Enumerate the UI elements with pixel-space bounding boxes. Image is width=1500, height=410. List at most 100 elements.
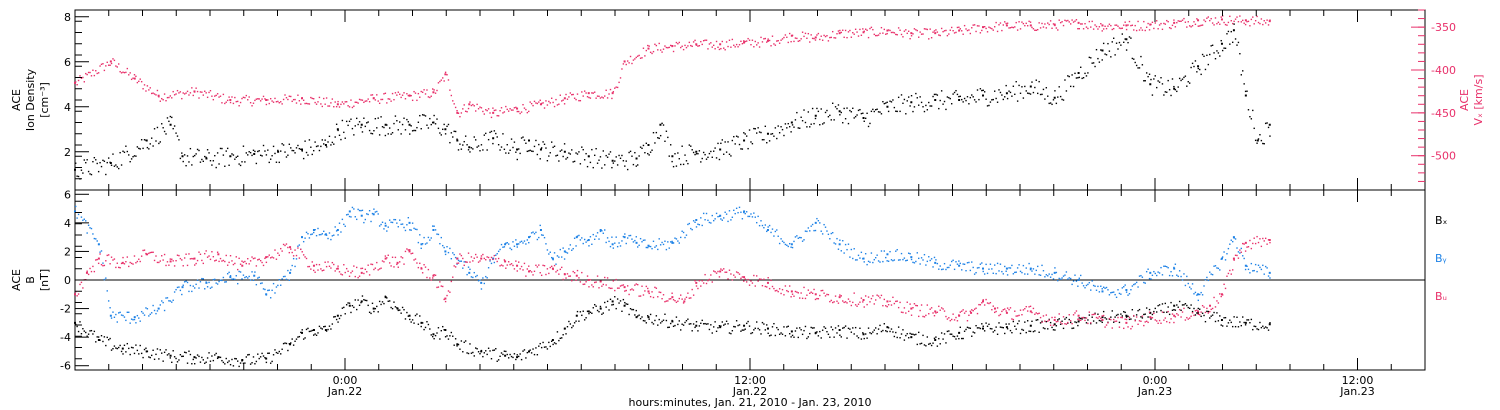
scatter-dot — [440, 330, 442, 332]
top-right-axis-label-line1: ACE — [1458, 89, 1471, 111]
scatter-dot — [592, 233, 594, 236]
scatter-dot — [320, 233, 322, 236]
scatter-dot — [753, 127, 755, 130]
scatter-dot — [399, 219, 401, 221]
scatter-dot — [396, 120, 398, 122]
scatter-dot — [99, 253, 101, 255]
scatter-dot — [684, 236, 686, 239]
scatter-dot — [571, 149, 573, 151]
scatter-dot — [555, 98, 557, 101]
scatter-dot — [340, 231, 342, 233]
scatter-dot — [733, 209, 735, 212]
scatter-dot — [857, 109, 860, 112]
scatter-dot — [768, 140, 771, 142]
scatter-dot — [360, 126, 362, 129]
scatter-dot — [971, 261, 973, 263]
data-point — [623, 286, 626, 289]
scatter-dot — [561, 266, 563, 269]
scatter-dot — [390, 100, 392, 102]
scatter-dot — [1085, 317, 1088, 319]
scatter-dot — [1193, 65, 1195, 68]
scatter-dot — [824, 35, 827, 38]
scatter-dot — [1029, 305, 1032, 308]
scatter-dot — [880, 330, 883, 333]
scatter-dot — [1074, 20, 1076, 22]
scatter-dot — [915, 304, 917, 307]
scatter-dot — [867, 327, 870, 329]
scatter-dot — [437, 327, 440, 329]
scatter-dot — [77, 213, 80, 216]
scatter-dot — [469, 261, 471, 263]
scatter-dot — [396, 307, 398, 309]
scatter-dot — [1257, 264, 1260, 266]
scatter-dot — [796, 37, 798, 40]
scatter-dot — [87, 170, 90, 173]
scatter-dot — [540, 346, 543, 349]
scatter-dot — [1009, 91, 1012, 94]
scatter-dot — [743, 329, 745, 331]
scatter-dot — [826, 330, 828, 333]
scatter-dot — [417, 266, 420, 269]
scatter-dot — [809, 126, 811, 128]
scatter-dot — [667, 300, 669, 302]
scatter-dot — [745, 211, 748, 213]
scatter-dot — [1244, 23, 1247, 26]
scatter-dot — [399, 93, 401, 95]
data-point — [958, 264, 961, 267]
scatter-dot — [175, 357, 177, 360]
scatter-dot — [343, 103, 345, 105]
scatter-dot — [86, 73, 88, 76]
scatter-dot — [103, 160, 106, 162]
scatter-dot — [161, 97, 163, 100]
scatter-dot — [604, 95, 606, 97]
scatter-dot — [351, 304, 354, 307]
scatter-dot — [1131, 24, 1134, 26]
scatter-dot — [248, 263, 250, 265]
scatter-dot — [1008, 90, 1010, 92]
scatter-dot — [377, 311, 379, 313]
scatter-dot — [522, 350, 524, 352]
scatter-dot — [1196, 309, 1198, 311]
scatter-dot — [786, 244, 788, 246]
scatter-dot — [371, 133, 374, 135]
scatter-dot — [1256, 15, 1258, 18]
scatter-dot — [1123, 310, 1125, 313]
scatter-dot — [1173, 85, 1175, 88]
scatter-dot — [175, 288, 177, 291]
scatter-dot — [143, 84, 146, 86]
scatter-dot — [391, 307, 394, 310]
scatter-dot — [539, 224, 541, 227]
data-point — [97, 257, 100, 260]
scatter-dot — [892, 31, 894, 34]
scatter-dot — [1090, 289, 1092, 291]
scatter-dot — [463, 341, 465, 344]
scatter-dot — [979, 304, 982, 306]
scatter-dot — [539, 272, 541, 274]
scatter-dot — [621, 284, 623, 287]
scatter-dot — [879, 32, 881, 35]
scatter-dot — [619, 77, 622, 79]
scatter-dot — [135, 75, 137, 78]
scatter-dot — [711, 214, 713, 217]
scatter-dot — [885, 33, 887, 35]
scatter-dot — [96, 336, 98, 338]
scatter-dot — [1154, 75, 1156, 77]
scatter-dot — [981, 29, 983, 32]
scatter-dot — [1252, 16, 1254, 18]
scatter-dot — [773, 235, 775, 237]
scatter-dot — [1029, 21, 1032, 23]
scatter-dot — [476, 348, 478, 350]
scatter-dot — [287, 154, 289, 156]
scatter-dot — [604, 301, 606, 304]
scatter-dot — [1124, 318, 1126, 320]
scatter-dot — [426, 276, 428, 279]
scatter-dot — [1112, 37, 1115, 39]
scatter-dot — [1005, 323, 1007, 325]
scatter-dot — [1161, 274, 1164, 276]
scatter-dot — [680, 329, 682, 331]
scatter-dot — [1226, 33, 1228, 35]
scatter-dot — [877, 34, 880, 36]
scatter-dot — [761, 139, 764, 141]
scatter-dot — [952, 259, 954, 261]
scatter-dot — [1224, 316, 1227, 319]
